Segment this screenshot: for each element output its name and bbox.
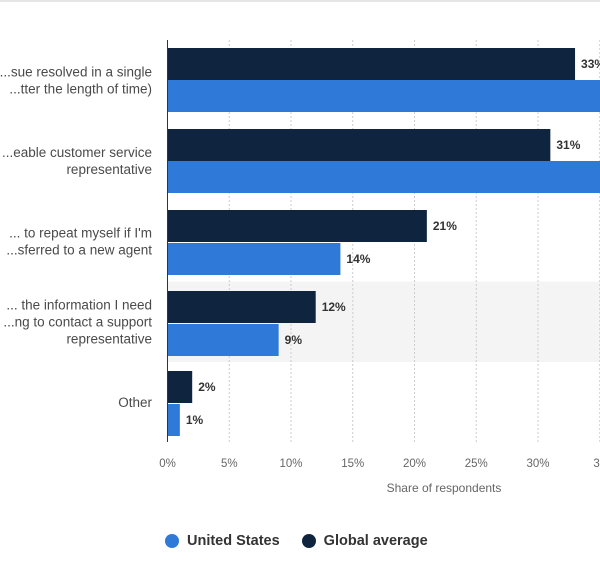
data-label: 33% — [581, 57, 600, 71]
x-tick-label: 10% — [279, 458, 302, 470]
legend-item-global-average[interactable]: Global average — [301, 533, 428, 549]
category-labels: ...sue resolved in a single ...tter the l… — [0, 64, 153, 410]
data-label: 1% — [186, 413, 204, 427]
bar-global-average[interactable] — [167, 371, 193, 403]
category-label: ... the information I need ...ng to conta… — [3, 297, 152, 346]
bar-global-average[interactable] — [167, 129, 551, 161]
bars — [167, 48, 600, 436]
data-label: 9% — [285, 333, 303, 347]
x-tick-label: 35 — [593, 458, 600, 470]
category-label: ... to repeat myself if I'm ...sferred to… — [6, 225, 152, 257]
legend-dot-icon — [165, 534, 179, 548]
data-label: 21% — [433, 219, 457, 233]
x-tick-label: 25% — [465, 458, 488, 470]
bar-united-states[interactable] — [167, 404, 180, 436]
data-label: 2% — [198, 380, 216, 394]
legend-label: Global average — [323, 533, 428, 549]
bar-global-average[interactable] — [167, 291, 316, 323]
category-label: Other — [118, 395, 152, 410]
x-tick-label: 30% — [526, 458, 549, 470]
legend-dot-icon — [301, 534, 316, 548]
category-label: ...sue resolved in a single ...tter the l… — [0, 64, 152, 96]
data-label: 12% — [322, 300, 346, 314]
x-tick-label: 15% — [341, 458, 364, 470]
x-axis-title: Share of respondents — [387, 481, 502, 495]
x-tick-label: 20% — [403, 458, 426, 470]
bar-united-states[interactable] — [167, 161, 600, 193]
category-label: ...eable customer service representative — [2, 145, 152, 177]
x-tick-label: 5% — [221, 458, 238, 470]
top-rule — [0, 0, 600, 2]
legend: United States Global average — [165, 530, 428, 552]
bar-chart: 33% 31% 21% 12% 2% 14% 9% 1% ...sue resolved in… — [0, 40, 600, 495]
data-label: 14% — [346, 252, 370, 266]
bar-united-states[interactable] — [167, 80, 600, 112]
bar-united-states[interactable] — [167, 243, 341, 275]
bar-global-average[interactable] — [167, 48, 576, 80]
legend-item-united-states[interactable]: United States — [165, 533, 280, 549]
legend-label: United States — [187, 533, 280, 549]
bar-united-states[interactable] — [167, 324, 279, 356]
x-axis-ticks: 0% 5% 10% 15% 20% 25% 30% 35 — [159, 458, 600, 470]
data-labels: 33% 31% 21% 12% 2% 14% 9% 1% — [186, 57, 600, 427]
bar-global-average[interactable] — [167, 210, 427, 242]
data-label: 31% — [556, 138, 580, 152]
x-tick-label: 0% — [159, 458, 176, 470]
